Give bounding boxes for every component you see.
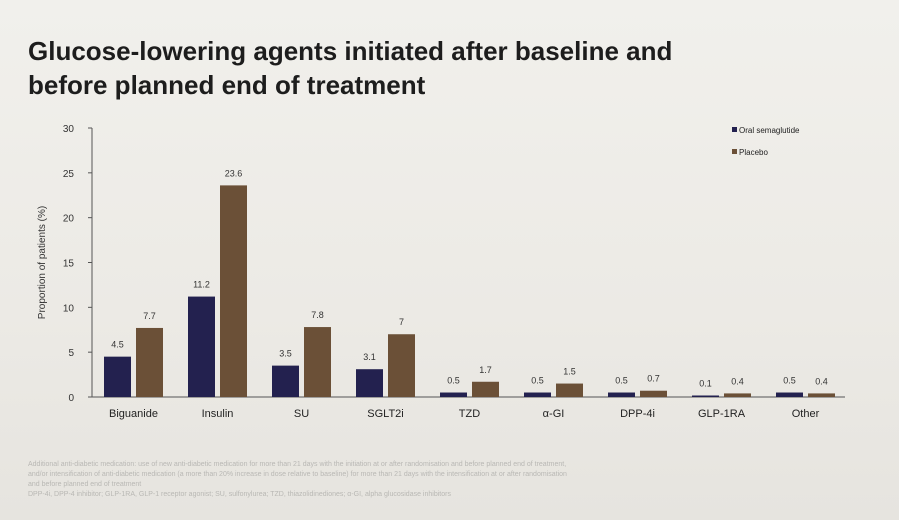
- bar-oral-semaglutide: [440, 392, 467, 397]
- footnote: Additional anti-diabetic medication: use…: [28, 460, 848, 500]
- bar-oral-semaglutide: [692, 395, 719, 397]
- title-line-1: Glucose-lowering agents initiated after …: [28, 36, 673, 66]
- chart-bars: [104, 185, 835, 397]
- legend-label: Placebo: [739, 148, 768, 157]
- y-axis-label: Proportion of patients (%): [37, 206, 48, 319]
- data-label: 7.8: [311, 310, 324, 320]
- bar-oral-semaglutide: [608, 392, 635, 397]
- legend-swatch: [732, 149, 737, 154]
- bar-placebo: [304, 327, 331, 397]
- footnote-line: and before planned end of treatment: [28, 481, 142, 488]
- data-label: 4.5: [111, 340, 124, 350]
- y-tick-label: 20: [63, 214, 75, 225]
- x-category-label: Other: [792, 408, 820, 420]
- slide-title: Glucose-lowering agents initiated after …: [28, 34, 878, 102]
- footnote-line: and/or intensification of anti-diabetic …: [28, 471, 567, 478]
- chart-data-labels: 4.5 7.7 11.2 23.6 3.5 7.8 3.1 7 0.5 1.7 0.5 1.5 0.5 0…: [111, 168, 828, 388]
- bar-placebo: [388, 334, 415, 397]
- x-category-label: TZD: [459, 408, 480, 420]
- bar-oral-semaglutide: [188, 296, 215, 397]
- bar-placebo: [724, 393, 751, 397]
- footnote-line: Additional anti-diabetic medication: use…: [28, 461, 567, 468]
- bar-oral-semaglutide: [104, 356, 131, 397]
- data-label: 3.1: [363, 352, 376, 362]
- data-label: 7.7: [143, 311, 156, 321]
- data-label: 0.5: [783, 376, 796, 386]
- x-category-label: Biguanide: [109, 408, 158, 420]
- y-tick-label: 5: [68, 348, 74, 359]
- data-label: 1.5: [563, 367, 576, 377]
- x-category-label: SU: [294, 408, 309, 420]
- data-label: 0.1: [699, 379, 712, 389]
- legend-swatch: [732, 127, 737, 132]
- data-label: 0.7: [647, 374, 660, 384]
- x-category-label: SGLT2i: [367, 408, 403, 420]
- y-tick-label: 25: [63, 169, 75, 180]
- bar-placebo: [472, 381, 499, 397]
- data-label: 0.5: [447, 376, 460, 386]
- data-label: 0.5: [615, 376, 628, 386]
- data-label: 7: [399, 317, 404, 327]
- legend-label: Oral semaglutide: [739, 126, 800, 135]
- title-line-2: before planned end of treatment: [28, 70, 426, 100]
- data-label: 0.4: [815, 376, 828, 386]
- bar-placebo: [556, 383, 583, 397]
- x-category-label: Insulin: [202, 408, 234, 420]
- y-tick-label: 10: [63, 303, 75, 314]
- footnote-line: DPP-4i, DPP-4 inhibitor; GLP-1RA, GLP-1 …: [28, 491, 451, 498]
- data-label: 1.7: [479, 365, 492, 375]
- bar-placebo: [640, 390, 667, 397]
- chart-category-labels: Biguanide Insulin SU SGLT2i TZD α-GI DPP-4i GLP…: [109, 408, 820, 420]
- bar-placebo: [808, 393, 835, 397]
- bar-oral-semaglutide: [524, 392, 551, 397]
- data-label: 23.6: [225, 168, 243, 178]
- bar-oral-semaglutide: [356, 369, 383, 397]
- y-tick-label: 15: [63, 259, 75, 270]
- bar-placebo: [136, 327, 163, 397]
- x-category-label: α-GI: [543, 408, 565, 420]
- data-label: 3.5: [279, 349, 292, 359]
- data-label: 11.2: [193, 280, 210, 290]
- bar-oral-semaglutide: [776, 392, 803, 397]
- bar-oral-semaglutide: [272, 365, 299, 397]
- x-category-label: GLP-1RA: [698, 408, 746, 420]
- chart-legend: Oral semaglutide Placebo: [732, 126, 800, 157]
- y-tick-label: 30: [63, 124, 75, 135]
- x-category-label: DPP-4i: [620, 408, 655, 420]
- y-tick-label: 0: [68, 393, 74, 404]
- data-label: 0.4: [731, 376, 744, 386]
- bar-placebo: [220, 185, 247, 397]
- chart-axes: 0 5 10 15 20 25 30 Proportion of patients (%): [37, 124, 845, 404]
- data-label: 0.5: [531, 376, 544, 386]
